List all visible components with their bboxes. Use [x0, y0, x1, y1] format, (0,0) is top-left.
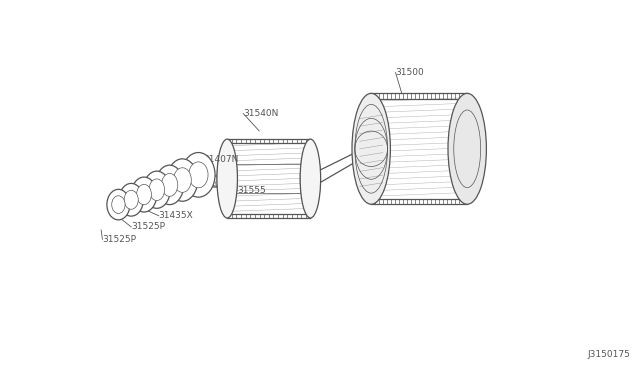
- Text: 31525P: 31525P: [179, 167, 213, 176]
- Ellipse shape: [448, 93, 486, 204]
- Text: 31407N: 31407N: [204, 155, 239, 164]
- Ellipse shape: [161, 173, 178, 196]
- Ellipse shape: [131, 177, 157, 212]
- Text: 31500: 31500: [396, 68, 424, 77]
- Ellipse shape: [107, 189, 130, 220]
- Ellipse shape: [149, 179, 164, 201]
- Ellipse shape: [352, 93, 390, 204]
- Text: 31435X: 31435X: [159, 211, 193, 220]
- Ellipse shape: [124, 190, 138, 209]
- Text: 31525P: 31525P: [159, 179, 193, 187]
- Ellipse shape: [189, 162, 208, 188]
- Ellipse shape: [300, 139, 321, 218]
- Ellipse shape: [182, 153, 215, 197]
- Ellipse shape: [119, 183, 143, 216]
- Ellipse shape: [173, 168, 191, 192]
- Ellipse shape: [217, 139, 237, 218]
- Ellipse shape: [143, 171, 170, 208]
- Ellipse shape: [156, 165, 184, 205]
- Ellipse shape: [136, 185, 152, 205]
- Text: 31525P: 31525P: [131, 222, 165, 231]
- Text: J3150175: J3150175: [588, 350, 630, 359]
- Ellipse shape: [167, 159, 198, 201]
- Text: 31540N: 31540N: [243, 109, 278, 118]
- Text: 31555: 31555: [237, 186, 266, 195]
- Ellipse shape: [112, 196, 125, 214]
- Text: 31525P: 31525P: [102, 235, 136, 244]
